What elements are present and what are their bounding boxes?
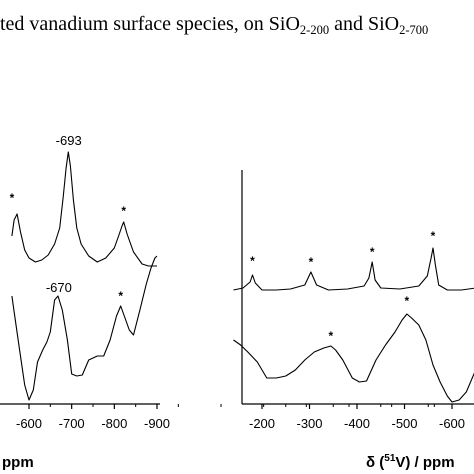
right-spectra (233, 247, 474, 403)
figure-caption-fragment: ted vanadium surface species, on SiO2-20… (0, 10, 474, 42)
right-asterisk-marker: * (370, 245, 375, 259)
right-asterisk-marker: * (250, 254, 255, 268)
right-spectrum-upper (233, 247, 474, 291)
left-x-axis-label: ppm (2, 454, 34, 471)
caption-text-1: ted vanadium surface species, on SiO (0, 13, 300, 35)
right-panel: -200 -300 -400 -500 -600 * * * * * * δ (51V) / pp… (233, 170, 474, 471)
right-x-ticks: -200 -300 -400 -500 -600 (249, 404, 465, 431)
right-x-tick-label: -300 (296, 416, 322, 431)
right-annotations: * * * * * * (250, 229, 436, 343)
right-asterisk-marker: * (431, 229, 436, 243)
right-x-axis-label: δ (51V) / ppm (366, 453, 455, 471)
right-asterisk-marker: * (329, 329, 334, 343)
left-x-tick-label: -900 (144, 416, 170, 431)
left-x-ticks: -600 -700 -800 -900 (16, 404, 435, 431)
left-x-tick-label: -600 (16, 416, 42, 431)
left-asterisk-marker: * (118, 289, 123, 303)
left-spectrum-upper (11, 151, 157, 267)
left-x-tick-label: -800 (101, 416, 127, 431)
left-panel: -600 -700 -800 -900 -693 -670 * * * ppm (0, 133, 435, 471)
left-spectrum-lower (11, 255, 158, 401)
caption-subscript-1: 2-200 (299, 23, 330, 37)
left-x-tick-label: -700 (59, 416, 85, 431)
left-peak-label: -670 (46, 280, 72, 295)
right-asterisk-marker: * (405, 294, 410, 308)
right-x-tick-label: -400 (344, 416, 370, 431)
right-x-tick-label: -500 (391, 416, 417, 431)
right-x-tick-label: -600 (439, 416, 465, 431)
left-peak-label: -693 (56, 133, 82, 148)
caption-text-2: and SiO (329, 13, 400, 35)
left-asterisk-marker: * (121, 204, 126, 218)
right-x-tick-label: -200 (249, 416, 275, 431)
left-spectra (11, 151, 158, 401)
right-spectrum-lower (233, 313, 474, 403)
right-asterisk-marker: * (309, 255, 314, 269)
caption-subscript-2: 2-700 (399, 23, 429, 37)
left-annotations: -693 -670 * * * (10, 133, 127, 303)
left-asterisk-marker: * (10, 191, 15, 205)
